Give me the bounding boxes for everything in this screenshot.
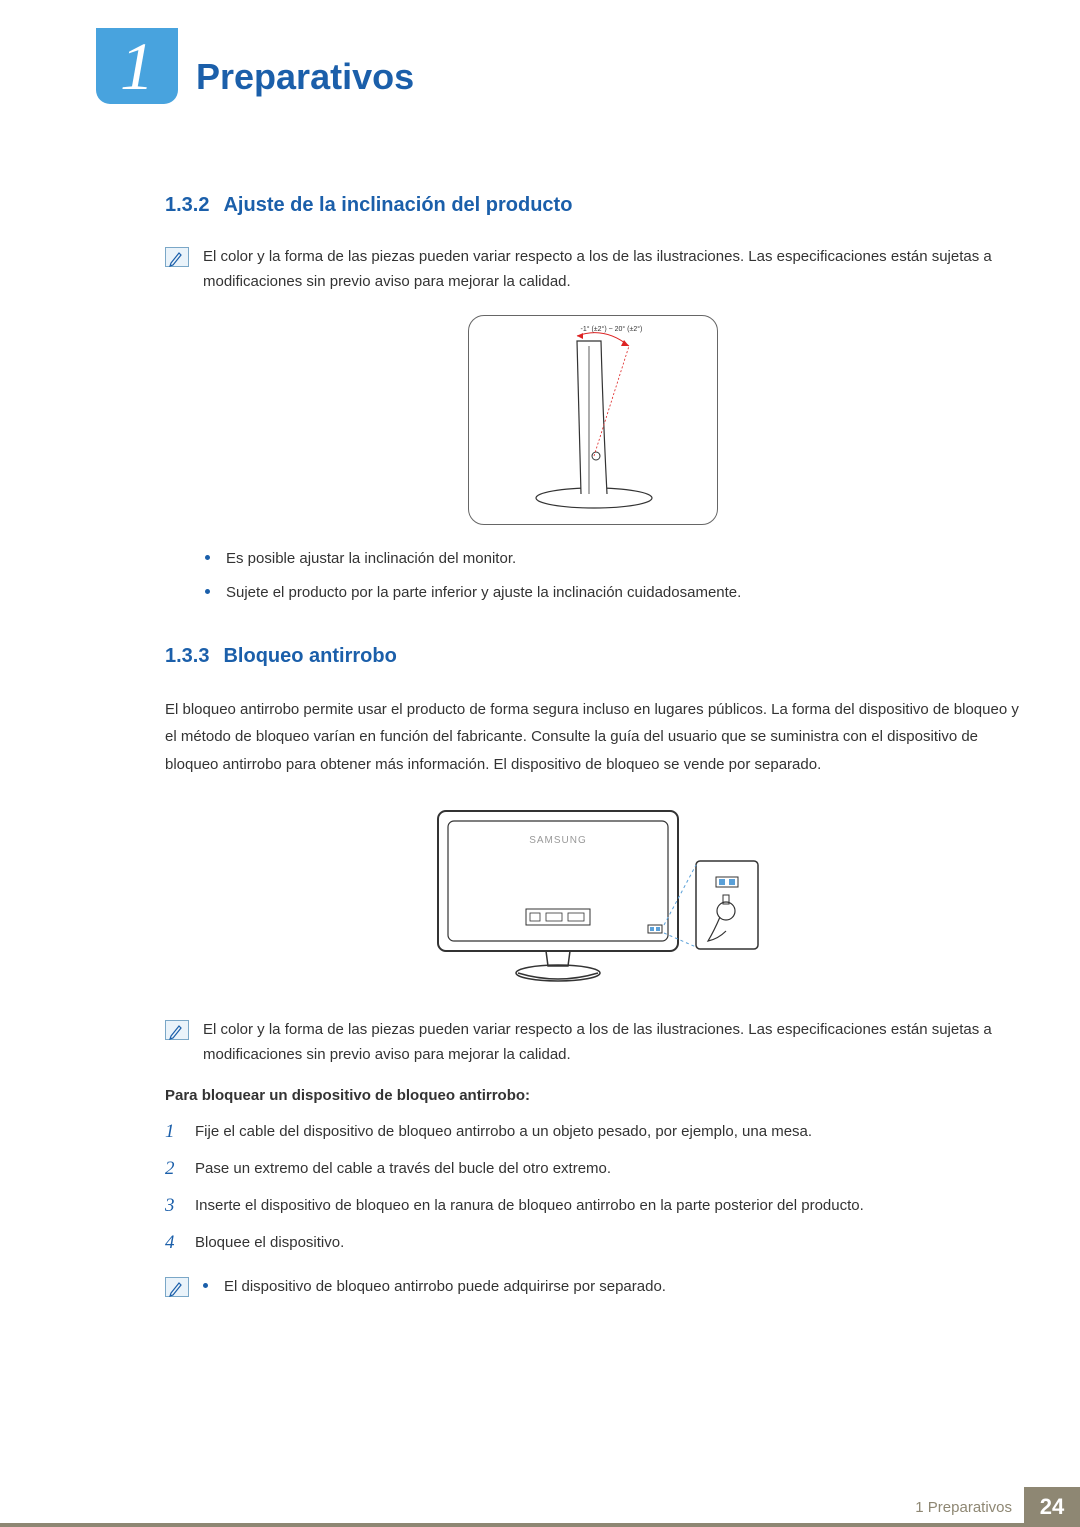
footer-page-number: 24: [1040, 1494, 1064, 1520]
lock-diagram-svg: SAMSUNG: [418, 801, 768, 996]
chapter-header: 1 Preparativos: [96, 28, 1080, 104]
bullet-list-132: Es posible ajustar la inclinación del mo…: [205, 547, 1020, 605]
step-text: Fije el cable del dispositivo de bloqueo…: [195, 1120, 812, 1145]
footer-chapter-ref: 1 Preparativos: [915, 1499, 1012, 1516]
page: 1 Preparativos 1.3.2 Ajuste de la inclin…: [0, 0, 1080, 1527]
footer-bar: [0, 1523, 1024, 1527]
note-icon: [165, 247, 189, 267]
tilt-label: -1° (±2°) ~ 20° (±2°): [581, 326, 643, 333]
paragraph-133: El bloqueo antirrobo permite usar el pro…: [165, 696, 1020, 779]
step-text: Bloquee el dispositivo.: [195, 1231, 344, 1256]
lock-diagram: SAMSUNG: [418, 801, 768, 996]
list-item: Es posible ajustar la inclinación del mo…: [205, 547, 1020, 571]
note-133: El color y la forma de las piezas pueden…: [165, 1018, 1020, 1068]
note-icon: [165, 1020, 189, 1040]
ordered-list-133: 1 Fije el cable del dispositivo de bloqu…: [165, 1120, 1020, 1255]
list-item: Sujete el producto por la parte inferior…: [205, 581, 1020, 605]
tilt-diagram: -1° (±2°) ~ 20° (±2°): [468, 315, 718, 525]
section-number: 1.3.3: [165, 645, 209, 668]
section-number: 1.3.2: [165, 194, 209, 217]
step-text: Inserte el dispositivo de bloqueo en la …: [195, 1194, 864, 1219]
monitor-brand-label: SAMSUNG: [529, 835, 587, 846]
list-item: 2 Pase un extremo del cable a través del…: [165, 1157, 1020, 1182]
section-heading-133: 1.3.3 Bloqueo antirrobo: [165, 645, 1020, 668]
subheading-133: Para bloquear un dispositivo de bloqueo …: [165, 1087, 1020, 1104]
bullet-icon: [203, 1283, 208, 1288]
step-number: 1: [165, 1120, 181, 1145]
chapter-badge: 1: [96, 28, 178, 104]
step-number: 4: [165, 1231, 181, 1256]
step-text: Pase un extremo del cable a través del b…: [195, 1157, 611, 1182]
bullet-text: Sujete el producto por la parte inferior…: [226, 581, 741, 605]
chapter-title: Preparativos: [196, 56, 414, 98]
chapter-number: 1: [120, 32, 154, 100]
footer-pagebox: 24: [1024, 1487, 1080, 1527]
note-text: El color y la forma de las piezas pueden…: [203, 1018, 1020, 1068]
note-text: El color y la forma de las piezas pueden…: [203, 245, 1020, 295]
step-number: 2: [165, 1157, 181, 1182]
bullet-text: Es posible ajustar la inclinación del mo…: [226, 547, 516, 571]
section-heading-132: 1.3.2 Ajuste de la inclinación del produ…: [165, 194, 1020, 217]
note-final: El dispositivo de bloqueo antirrobo pued…: [165, 1275, 1020, 1299]
content: 1.3.2 Ajuste de la inclinación del produ…: [165, 194, 1020, 1299]
bullet-text: El dispositivo de bloqueo antirrobo pued…: [224, 1275, 666, 1299]
tilt-diagram-svg: [469, 316, 719, 526]
note-132: El color y la forma de las piezas pueden…: [165, 245, 1020, 295]
section-title: Bloqueo antirrobo: [223, 645, 396, 668]
list-item: 1 Fije el cable del dispositivo de bloqu…: [165, 1120, 1020, 1145]
step-number: 3: [165, 1194, 181, 1219]
list-item: 3 Inserte el dispositivo de bloqueo en l…: [165, 1194, 1020, 1219]
bullet-icon: [205, 555, 210, 560]
section-title: Ajuste de la inclinación del producto: [223, 194, 572, 217]
note-icon: [165, 1277, 189, 1297]
footer: 1 Preparativos 24: [915, 1487, 1080, 1527]
bullet-icon: [205, 589, 210, 594]
list-item: 4 Bloquee el dispositivo.: [165, 1231, 1020, 1256]
